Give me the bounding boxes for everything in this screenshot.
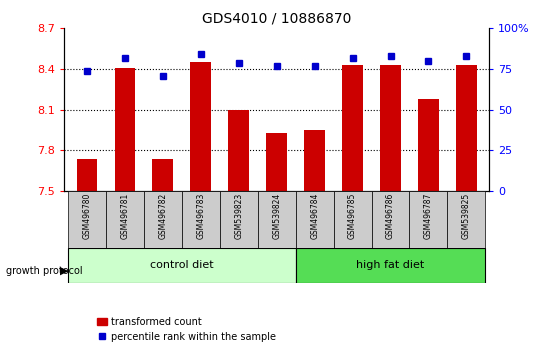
Text: GSM496782: GSM496782 — [158, 193, 167, 239]
Bar — [153, 159, 173, 191]
Bar — [266, 133, 287, 191]
Bar — [68, 191, 106, 248]
Bar — [191, 62, 211, 191]
Bar — [258, 191, 296, 248]
Bar — [409, 191, 447, 248]
Text: GSM496785: GSM496785 — [348, 193, 357, 239]
Bar — [144, 191, 182, 248]
Bar — [418, 99, 439, 191]
Bar — [304, 130, 325, 191]
Bar — [372, 191, 410, 248]
Text: ▶: ▶ — [60, 266, 68, 276]
Bar — [342, 65, 363, 191]
Bar — [106, 191, 144, 248]
Bar — [68, 248, 296, 283]
Text: high fat diet: high fat diet — [357, 261, 425, 270]
Legend: transformed count, percentile rank within the sample: transformed count, percentile rank withi… — [93, 313, 280, 346]
Bar — [115, 68, 135, 191]
Text: GSM496787: GSM496787 — [424, 193, 433, 239]
Bar — [334, 191, 372, 248]
Bar — [228, 110, 249, 191]
Title: GDS4010 / 10886870: GDS4010 / 10886870 — [202, 12, 352, 26]
Text: GSM496783: GSM496783 — [196, 193, 205, 239]
Bar — [182, 191, 220, 248]
Bar — [380, 65, 401, 191]
Text: control diet: control diet — [150, 261, 214, 270]
Bar — [296, 191, 334, 248]
Text: GSM496786: GSM496786 — [386, 193, 395, 239]
Text: growth protocol: growth protocol — [6, 266, 82, 276]
Text: GSM496780: GSM496780 — [83, 193, 92, 239]
Text: GSM539824: GSM539824 — [272, 193, 281, 239]
Bar — [296, 248, 485, 283]
Text: GSM496781: GSM496781 — [121, 193, 130, 239]
Bar — [77, 159, 97, 191]
Bar — [456, 65, 477, 191]
Text: GSM539825: GSM539825 — [462, 193, 471, 239]
Bar — [447, 191, 485, 248]
Bar — [220, 191, 258, 248]
Text: GSM496784: GSM496784 — [310, 193, 319, 239]
Text: GSM539823: GSM539823 — [234, 193, 243, 239]
